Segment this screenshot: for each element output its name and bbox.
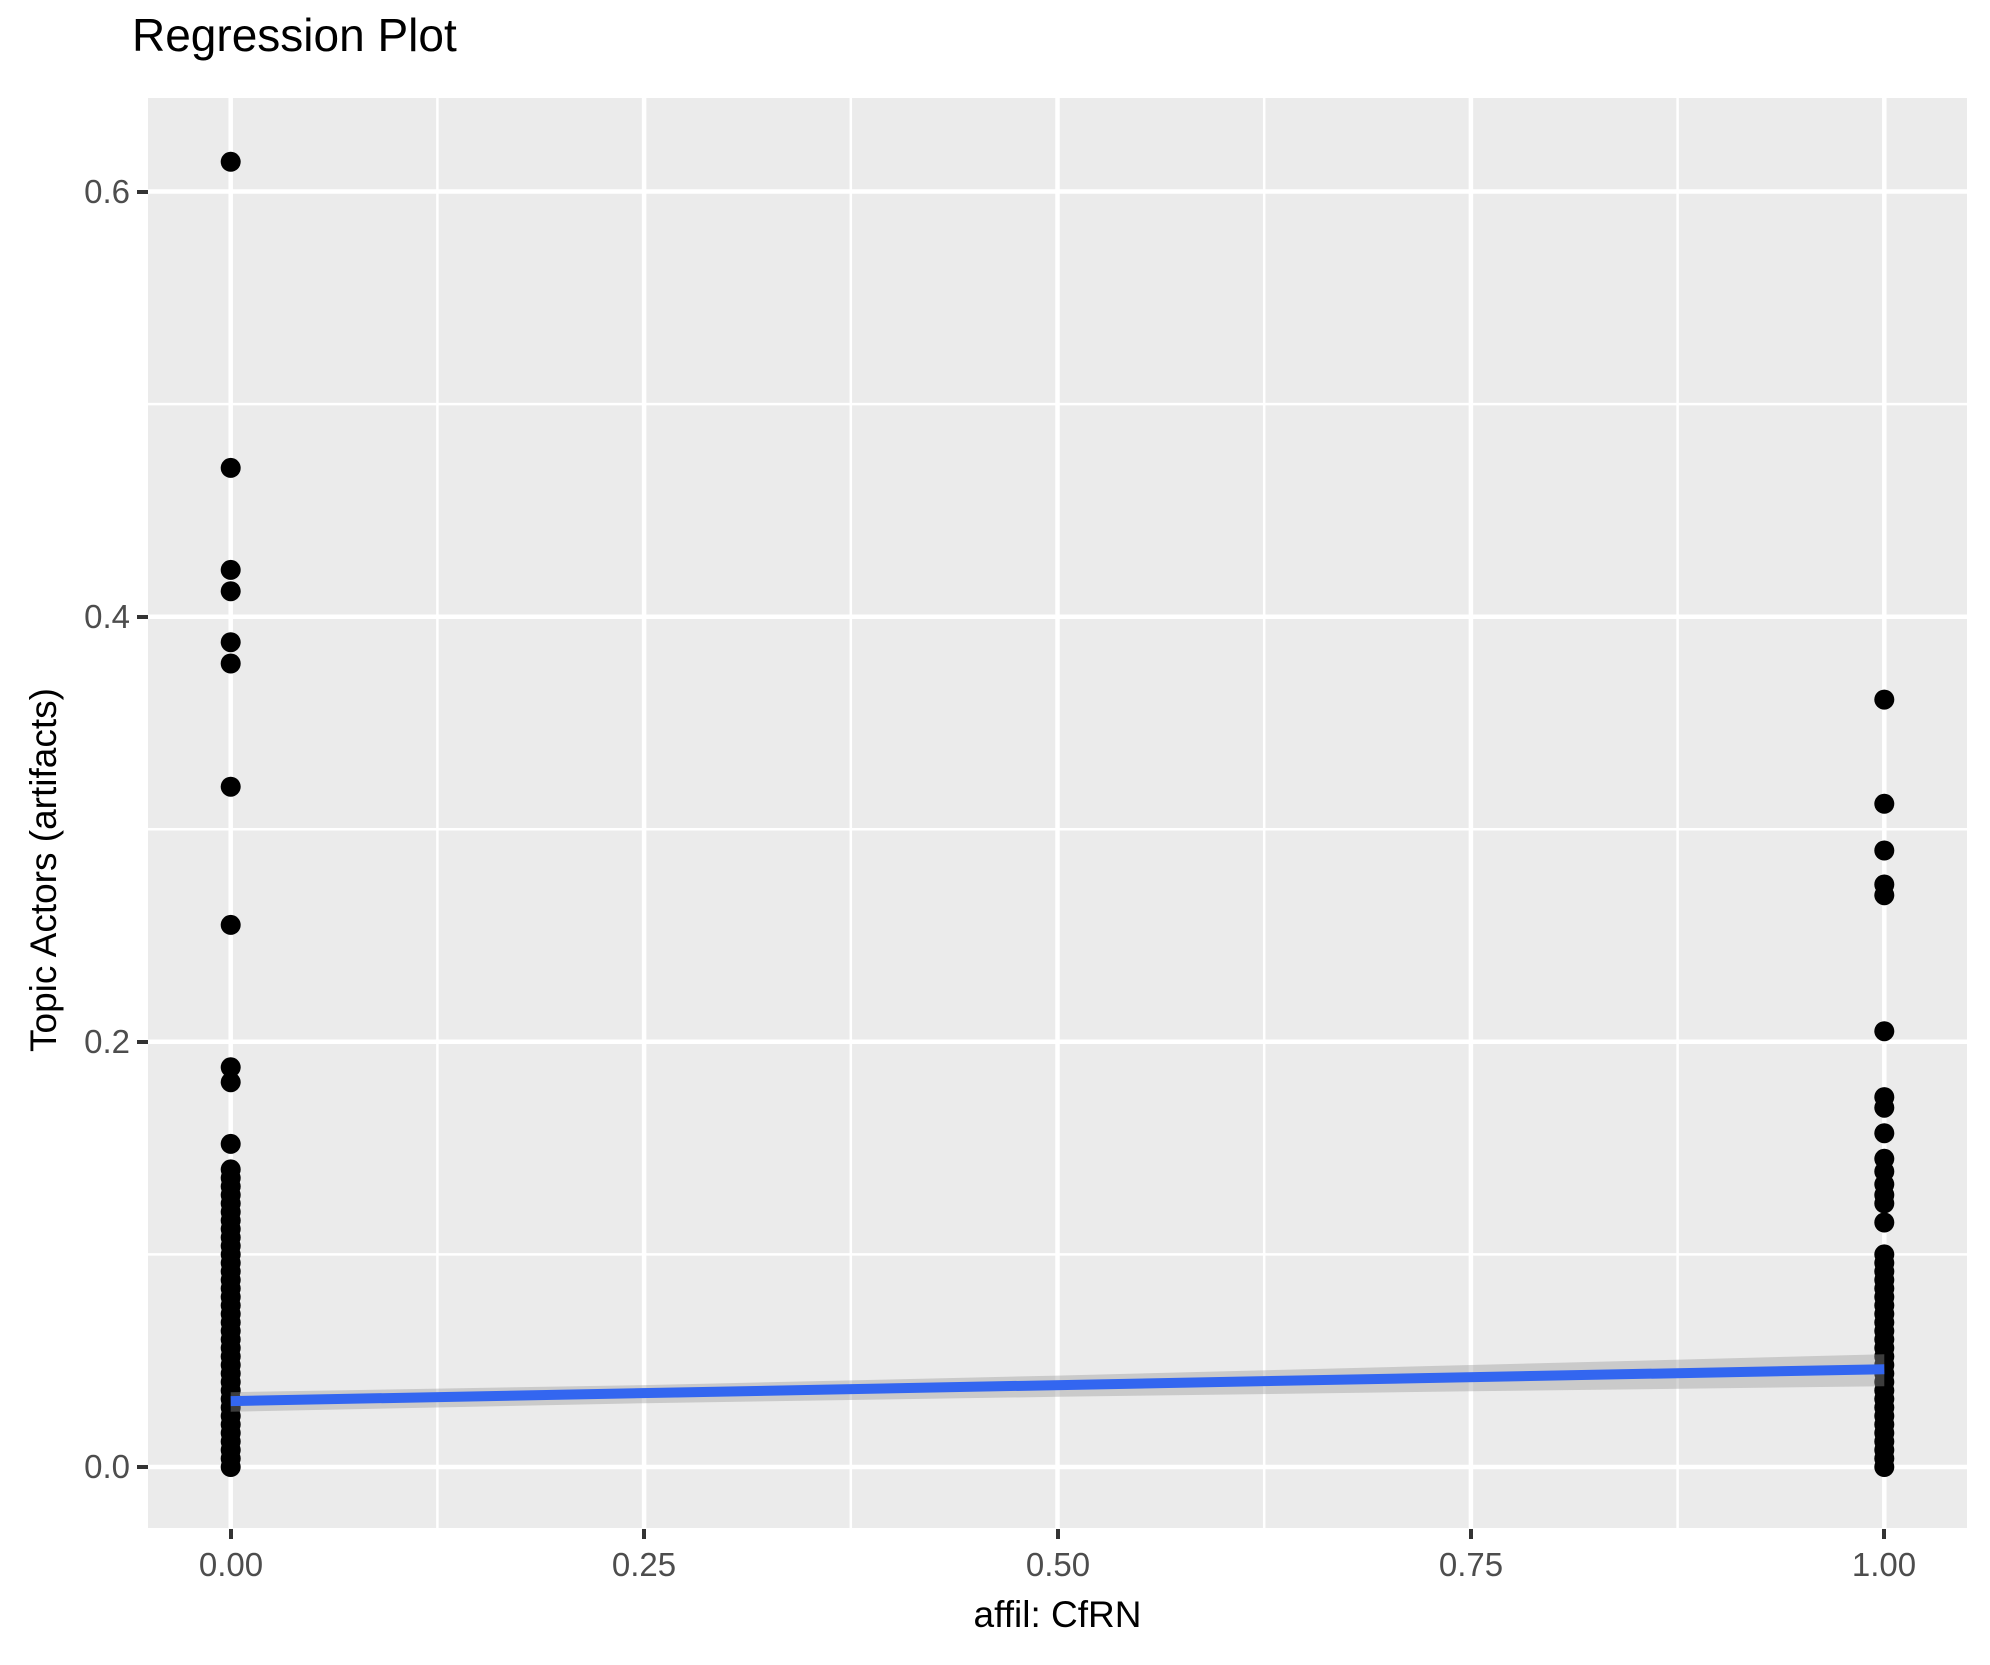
- y-tick-mark: [137, 1465, 148, 1469]
- regression-line: [230, 1364, 1885, 1407]
- data-point: [1874, 1021, 1895, 1042]
- x-axis-title: affil: CfRN: [973, 1594, 1142, 1635]
- y-tick-label: 0.0: [84, 1448, 130, 1485]
- x-tick-label: 0.75: [1438, 1546, 1504, 1583]
- data-point: [220, 1457, 241, 1477]
- y-tick-mark: [137, 1040, 148, 1044]
- x-tick-label: 0.25: [611, 1546, 677, 1583]
- data-point: [220, 776, 241, 797]
- x-tick-label: 0.00: [198, 1546, 264, 1583]
- data-point: [220, 1072, 241, 1093]
- data-point: [1874, 840, 1895, 861]
- x-tick-mark: [642, 1529, 646, 1539]
- data-point: [1874, 1457, 1895, 1477]
- y-tick-mark: [137, 190, 148, 194]
- y-tick-label: 0.2: [84, 1023, 130, 1060]
- data-point: [220, 581, 241, 602]
- x-tick-label: 1.00: [1851, 1546, 1917, 1583]
- data-point: [220, 914, 241, 935]
- data-point: [1874, 793, 1895, 814]
- x-tick-label: 0.50: [1025, 1546, 1091, 1583]
- data-point: [220, 151, 241, 172]
- data-point: [220, 1133, 241, 1154]
- data-point: [220, 457, 241, 478]
- x-tick-mark: [229, 1529, 233, 1539]
- y-tick-label: 0.6: [84, 173, 130, 210]
- data-point: [1874, 1097, 1895, 1118]
- data-point: [220, 1057, 241, 1078]
- chart-canvas: [148, 98, 1967, 1528]
- data-point: [220, 653, 241, 674]
- y-tick-mark: [137, 615, 148, 619]
- data-point: [220, 632, 241, 653]
- y-tick-label: 0.4: [84, 598, 130, 635]
- data-point: [1874, 1123, 1895, 1144]
- plot-title: Regression Plot: [132, 9, 457, 61]
- data-point: [220, 559, 241, 580]
- data-point: [1874, 1193, 1895, 1214]
- data-point: [1874, 1212, 1895, 1233]
- y-axis-title: Topic Actors (artifacts): [23, 688, 64, 1052]
- plot-panel: [148, 98, 1967, 1528]
- x-tick-mark: [1882, 1529, 1886, 1539]
- data-point: [1874, 885, 1895, 906]
- x-tick-mark: [1469, 1529, 1473, 1539]
- x-tick-mark: [1056, 1529, 1060, 1539]
- data-point: [1874, 689, 1895, 710]
